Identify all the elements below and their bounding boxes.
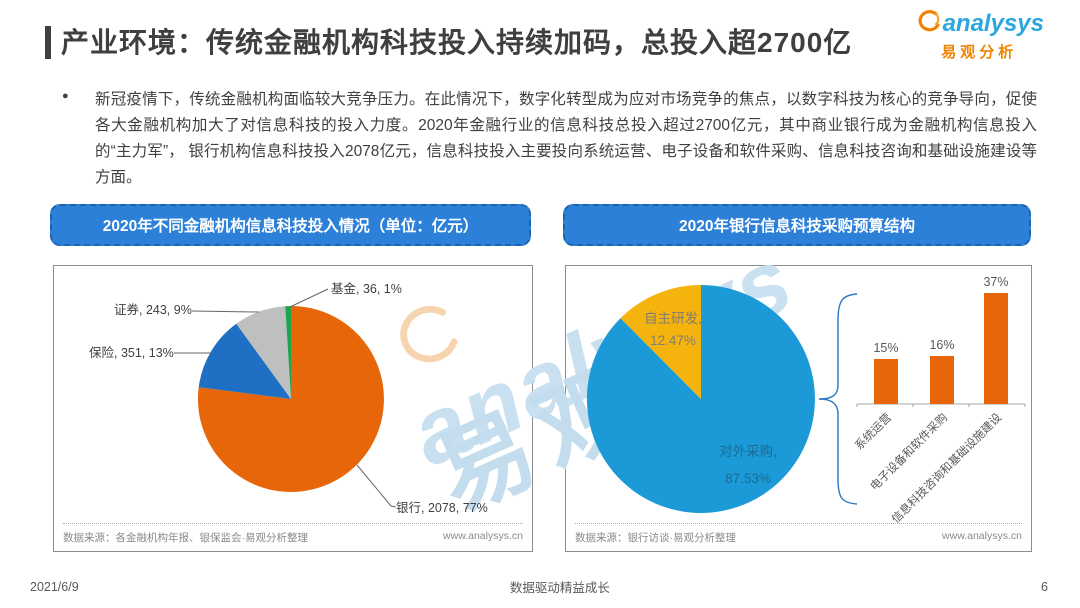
pie-slice-保险 — [198, 323, 291, 399]
pie-label: 证券, 243, 9% — [114, 302, 192, 317]
pie-slice-自主研发 — [620, 284, 701, 399]
website-url: www.analysys.cn — [942, 530, 1022, 542]
bar-value-label: 37% — [983, 275, 1008, 289]
intro-paragraph: 新冠疫情下，传统金融机构面临较大竞争压力。在此情况下，数字化转型成为应对市场竞争… — [95, 91, 1037, 186]
logo-brand-text: analysys — [942, 10, 1044, 37]
data-source-text: 数据来源：各金融机构年报、银保监会·易观分析整理 — [63, 532, 308, 544]
left-source-row: 数据来源：各金融机构年报、银保监会·易观分析整理 www.analysys.cn — [63, 523, 523, 545]
right-source-row: 数据来源：银行访谈·易观分析整理 www.analysys.cn — [575, 523, 1022, 545]
pie-slice-对外采购 — [586, 285, 815, 513]
pie-label: 12.47% — [650, 333, 696, 348]
leader-line — [191, 310, 260, 313]
pie-label: 基金, 36, 1% — [331, 281, 402, 296]
right-chart-panel: 对外采购, 87.53% 自主研发, 12.47% 15% 系统运营 16% 电子设备和软件采… — [565, 265, 1032, 552]
procurement-pie-bar-chart: 对外采购,87.53%自主研发,12.47% 15%系统运营16%电子设备和软件采… — [586, 275, 1026, 526]
bar-value-label: 16% — [929, 338, 954, 352]
pie-label: 87.53% — [725, 471, 771, 486]
bar-系统运营 — [874, 359, 898, 404]
pie-label: 对外采购, — [719, 444, 777, 459]
slide-footer: 2021/6/9 数据驱动精益成长 6 — [0, 577, 1080, 596]
left-chart-header: 2020年不同金融机构信息科技投入情况（单位：亿元） — [50, 204, 531, 246]
bullet-marker: ● — [62, 90, 69, 102]
footer-page-number: 6 — [1041, 579, 1048, 594]
left-chart-panel: 银行, 2078, 77% 保险, 351, 13% 证券, 243, 9% 基金, … — [53, 265, 533, 552]
bar-电子设备和软件采购 — [930, 356, 954, 404]
analysys-logo: analysys 易观分析 — [915, 8, 1044, 62]
title-accent-bar — [45, 26, 51, 59]
data-source-text: 数据来源：银行访谈·易观分析整理 — [575, 532, 736, 544]
website-url: www.analysys.cn — [443, 530, 523, 542]
leader-line — [289, 288, 329, 308]
page-title: 产业环境：传统金融机构科技投入持续加码，总投入超2700亿 — [61, 27, 853, 58]
footer-slogan: 数据驱动精益成长 — [509, 581, 610, 595]
pie-label: 银行, 2078, 77% — [396, 501, 488, 515]
bar-category-label: 系统运营 — [852, 410, 894, 452]
institutions-pie-chart: 银行, 2078, 77% 保险, 351, 13% 证券, 243, 9% 基金, … — [89, 281, 488, 515]
leader-line — [356, 464, 397, 508]
bar-信息科技咨询和基础设施建设 — [984, 293, 1008, 404]
pie-label: 保险, 351, 13% — [89, 345, 174, 360]
pie-label: 自主研发, — [644, 311, 702, 326]
bar-value-label: 15% — [873, 341, 898, 355]
brace — [818, 293, 858, 505]
pie-slice-基金 — [285, 306, 291, 399]
pie-slice-银行 — [197, 306, 384, 492]
bar-category-label: 信息科技咨询和基础设施建设 — [889, 410, 1005, 526]
pie-slice-证券 — [236, 306, 291, 399]
right-chart-header: 2020年银行信息科技采购预算结构 — [563, 204, 1031, 246]
analysys-swirl-icon — [915, 8, 942, 40]
logo-brand-cn-text: 易观分析 — [941, 44, 1018, 61]
footer-date: 2021/6/9 — [30, 579, 79, 594]
